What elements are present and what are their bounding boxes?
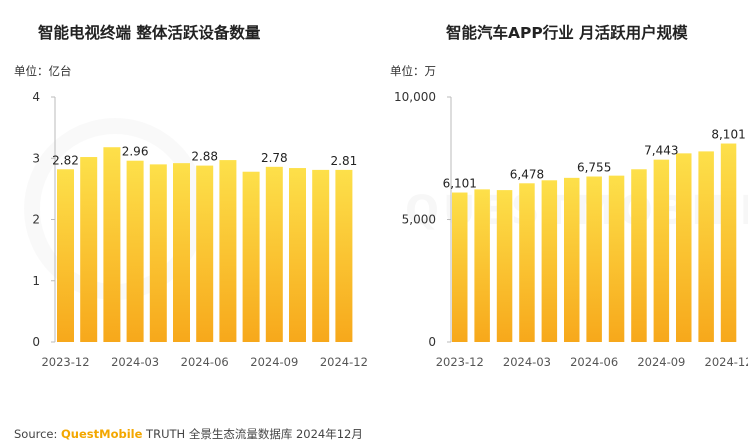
data-label: 8,101: [711, 128, 745, 142]
source-suffix: TRUTH 全景生态流量数据库 2024年12月: [142, 427, 363, 441]
x-tick-label: 2024-09: [250, 355, 298, 369]
bar: [219, 160, 237, 342]
x-tick-label: 2024-09: [637, 355, 685, 369]
bar: [149, 164, 167, 342]
x-tick-label: 2024-06: [570, 355, 618, 369]
x-tick-label: 2024-03: [111, 355, 159, 369]
source-prefix: Source:: [14, 427, 62, 441]
x-tick-label: 2023-12: [41, 355, 89, 369]
bar: [608, 175, 625, 342]
bar: [173, 163, 190, 342]
bar: [720, 143, 737, 342]
data-label: 6,478: [510, 167, 544, 181]
data-label: 2.82: [52, 153, 79, 167]
source-brand: QuestMobile: [61, 427, 143, 441]
data-label: 2.78: [261, 151, 288, 165]
data-label: 6,755: [577, 161, 611, 175]
source-note: Source: QuestMobile TRUTH 全景生态流量数据库 2024…: [14, 426, 363, 442]
bar: [126, 160, 144, 342]
bar: [452, 192, 468, 342]
chart-title-left: 智能电视终端 整体活跃设备数量: [38, 24, 261, 42]
y-tick-label: 2: [32, 213, 40, 227]
bar: [57, 169, 74, 342]
x-tick-label: 2024-03: [503, 355, 551, 369]
chart-right: 0 5,000 10,000 6,101 6,478 6,755 7,443 8,101 202…: [394, 90, 748, 369]
bar: [80, 157, 98, 342]
bar: [631, 169, 647, 342]
bar: [676, 153, 692, 342]
unit-label-right: 单位：万: [390, 64, 436, 78]
bar: [541, 180, 558, 342]
bar: [196, 165, 214, 342]
bar: [519, 183, 535, 342]
y-tick-label: 0: [428, 335, 436, 349]
bar: [312, 169, 330, 342]
data-label: 2.88: [191, 150, 218, 164]
y-tick-label: 5,000: [402, 213, 436, 227]
x-tick-label: 2024-06: [181, 355, 229, 369]
chart-left: 0 1 2 3 4 2.82 2.96 2.88 2.78 2.81 2023-12 2024-03 2…: [32, 90, 368, 369]
chart-title-right: 智能汽车APP行业 月活跃用户规模: [446, 24, 688, 42]
bar: [289, 168, 306, 342]
x-tick-label: 2024-12: [320, 355, 368, 369]
data-label: 2.96: [122, 145, 149, 159]
x-tick-label: 2023-12: [436, 355, 484, 369]
bar: [653, 159, 670, 342]
data-label: 6,101: [443, 177, 477, 191]
data-label: 2.81: [331, 154, 358, 168]
bar: [698, 151, 714, 342]
bar: [265, 166, 283, 342]
x-tick-label: 2024-12: [705, 355, 748, 369]
data-label: 7,443: [644, 144, 678, 158]
bar: [564, 177, 580, 342]
y-tick-label: 3: [32, 151, 40, 165]
bar: [242, 171, 260, 342]
y-tick-label: 4: [32, 90, 40, 104]
bar: [586, 176, 602, 342]
bar: [474, 189, 490, 342]
y-tick-label: 0: [32, 335, 40, 349]
bar: [496, 190, 513, 342]
bar: [103, 147, 121, 342]
y-tick-label: 1: [32, 274, 40, 288]
bar: [335, 169, 353, 342]
y-tick-label: 10,000: [394, 90, 436, 104]
unit-label-left: 单位：亿台: [14, 64, 72, 78]
